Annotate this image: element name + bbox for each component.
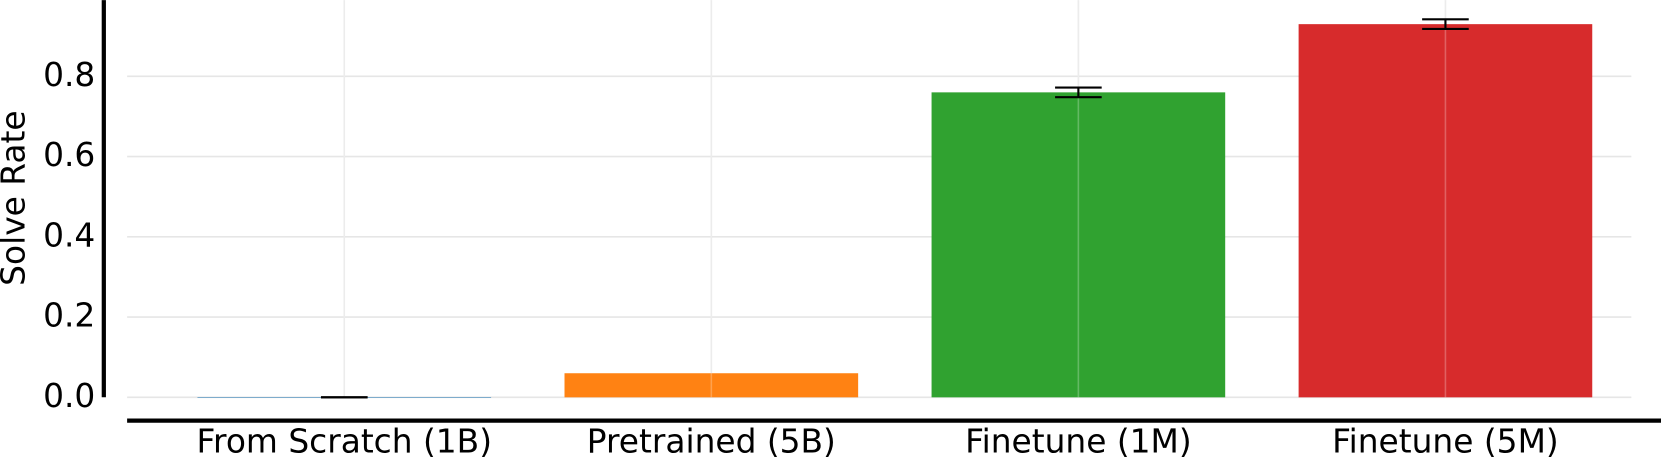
error-bar bbox=[1422, 18, 1469, 31]
y-tick-label: 0.4 bbox=[43, 216, 95, 254]
bar bbox=[564, 373, 859, 398]
x-tick-label: From Scratch (1B) bbox=[197, 422, 492, 460]
y-tick-label: 0.0 bbox=[43, 377, 95, 415]
y-tick-label: 0.2 bbox=[43, 297, 95, 335]
y-tick-label: 0.8 bbox=[43, 56, 95, 94]
x-tick-label: Finetune (5M) bbox=[1332, 422, 1559, 460]
bar bbox=[931, 92, 1226, 398]
y-axis-label: Solve Rate bbox=[0, 110, 32, 285]
error-bar bbox=[1055, 86, 1102, 99]
x-tick-label: Pretrained (5B) bbox=[587, 422, 836, 460]
bar bbox=[1298, 24, 1593, 398]
y-tick-label: 0.6 bbox=[43, 136, 95, 174]
x-tick-label: Finetune (1M) bbox=[965, 422, 1192, 460]
